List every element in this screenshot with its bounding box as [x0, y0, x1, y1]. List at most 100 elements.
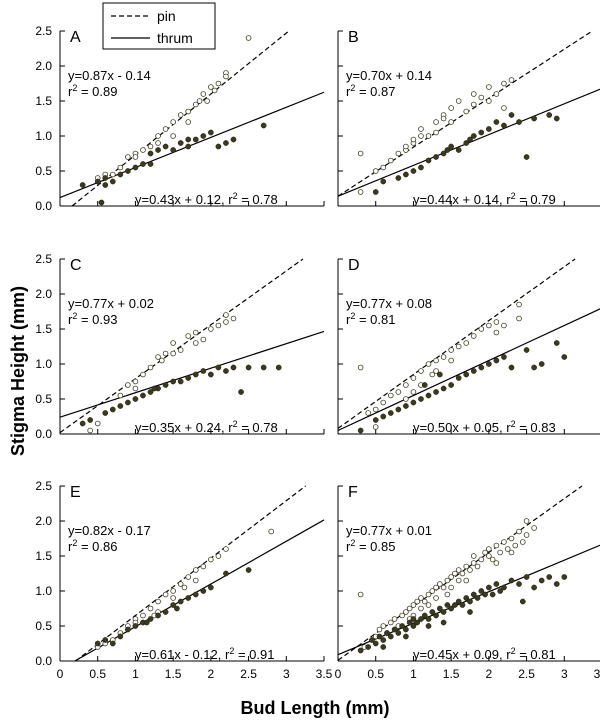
pin-equation-part: y=0.77x + 0.02	[68, 296, 154, 311]
pin-point	[486, 98, 492, 104]
thrum-point	[102, 175, 109, 181]
thrum-point	[440, 609, 447, 615]
pin-point	[223, 73, 229, 80]
thrum-point	[245, 567, 252, 573]
pin-point	[387, 157, 394, 164]
pin-point	[440, 584, 447, 591]
thrum-point	[486, 361, 492, 367]
thrum-point	[143, 619, 150, 626]
pin-point	[132, 154, 139, 160]
pin-point	[245, 35, 252, 41]
thrum-equation: y=0.43x + 0.12, r2 = 0.78	[135, 191, 278, 207]
thrum-point	[546, 112, 553, 118]
thrum-point	[147, 389, 154, 395]
pin-point	[448, 105, 454, 111]
thrum-point	[177, 378, 184, 385]
x-tick-label: 0.5	[89, 667, 106, 681]
pin-fit-line	[75, 485, 306, 662]
pin-point	[177, 112, 184, 118]
pin-point	[486, 553, 492, 559]
thrum-equation-part: = 0.91	[234, 647, 274, 662]
thrum-equation-part: y=0.45x + 0.09, r	[413, 647, 511, 662]
x-tick-label: 1.5	[165, 667, 182, 681]
thrum-equation-part: = 0.78	[238, 192, 278, 207]
pin-point	[516, 315, 522, 322]
pin-point	[215, 80, 222, 87]
thrum-point	[162, 143, 169, 150]
pin-point	[463, 563, 470, 570]
pin-point	[501, 80, 507, 87]
thrum-point	[455, 598, 462, 605]
thrum-point	[117, 633, 124, 640]
thrum-point	[561, 574, 568, 580]
pin-point	[425, 591, 432, 598]
pin-point	[185, 574, 192, 580]
pin-point	[470, 333, 477, 339]
thrum-point	[192, 591, 199, 598]
thrum-point	[414, 619, 421, 626]
pin-point	[508, 77, 515, 83]
pin-point	[478, 556, 485, 563]
pin-point	[208, 556, 214, 563]
thrum-point	[102, 637, 109, 643]
pin-point	[455, 577, 462, 584]
thrum-point	[223, 570, 229, 577]
legend-thrum-label: thrum	[157, 30, 193, 46]
pin-point	[448, 119, 454, 125]
pin-point	[211, 87, 218, 94]
legend-pin-label: pin	[157, 8, 176, 24]
pin-point	[444, 577, 451, 584]
thrum-point	[440, 385, 447, 392]
pin-point	[448, 574, 454, 580]
thrum-point	[425, 623, 432, 629]
pin-point	[155, 133, 161, 139]
thrum-point	[501, 354, 507, 360]
thrum-point	[275, 364, 282, 371]
pin-point	[170, 340, 176, 346]
panel-letter: A	[70, 29, 81, 46]
pin-point	[418, 605, 424, 612]
pin-r2-part: r	[346, 539, 351, 554]
thrum-point	[538, 361, 545, 367]
thrum-point	[132, 164, 139, 171]
pin-equation-part: y=0.77x + 0.01	[346, 523, 432, 538]
thrum-point	[162, 382, 169, 388]
thrum-point	[208, 584, 214, 591]
thrum-point	[478, 129, 485, 136]
thrum-point	[125, 399, 131, 406]
pin-point	[523, 518, 530, 524]
panel-letter: B	[348, 29, 359, 46]
thrum-point	[531, 584, 537, 591]
pin-point	[470, 553, 477, 559]
pin-point	[421, 598, 428, 605]
thrum-point	[260, 122, 267, 129]
thrum-point	[376, 633, 383, 640]
pin-equation-part: y=0.87x - 0.14	[68, 68, 151, 83]
thrum-fit-line	[337, 308, 600, 432]
pin-point	[162, 591, 169, 598]
thrum-point	[486, 126, 492, 132]
y-tick-label: 0.0	[35, 654, 52, 668]
pin-point	[94, 420, 101, 427]
thrum-point	[185, 136, 192, 143]
pin-point	[501, 322, 507, 329]
thrum-point	[208, 371, 214, 378]
thrum-point	[109, 178, 116, 185]
pin-fit-line	[71, 30, 290, 207]
pin-point	[132, 378, 139, 385]
thrum-point	[444, 602, 451, 608]
thrum-fit-line	[74, 519, 325, 662]
pin-point	[440, 115, 447, 122]
pin-point	[215, 322, 222, 329]
thrum-point	[493, 119, 500, 125]
pin-point	[497, 549, 503, 556]
pin-point	[200, 91, 207, 97]
y-tick-label: 2.0	[35, 514, 52, 528]
pin-r2-part: 2	[72, 538, 77, 548]
pin-r2-part: = 0.81	[355, 312, 395, 327]
thrum-point	[523, 154, 530, 160]
pin-point	[147, 364, 154, 371]
thrum-point	[147, 150, 154, 157]
pin-point	[185, 119, 192, 125]
